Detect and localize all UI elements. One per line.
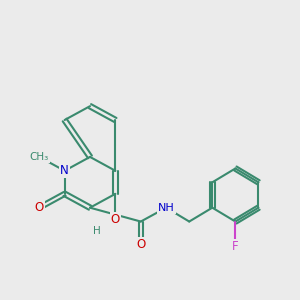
Text: O: O [34, 201, 44, 214]
Text: F: F [232, 240, 239, 254]
Text: H: H [93, 226, 101, 236]
Text: CH₃: CH₃ [30, 152, 49, 162]
Text: NH: NH [158, 203, 175, 213]
Text: N: N [60, 164, 69, 177]
Text: O: O [111, 213, 120, 226]
Text: O: O [136, 238, 146, 251]
